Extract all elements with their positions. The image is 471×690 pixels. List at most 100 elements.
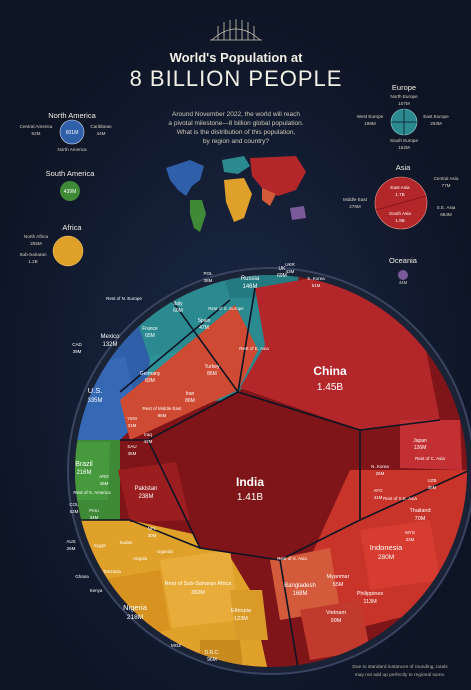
legend-asia: Asia East Asia 1.7B Central Asia 77M Mid…: [343, 163, 459, 230]
country-value-turkey: 86M: [207, 371, 217, 377]
country-name-col: COL: [69, 502, 79, 507]
legend-region-label: Asia: [396, 163, 411, 172]
country-name-yem: YEM: [127, 416, 137, 421]
country-value-sau: 36M: [128, 451, 137, 456]
legend-sub-label: North Europe: [390, 94, 418, 99]
country-name-us: U.S.: [88, 386, 103, 395]
country-value-nigeria: 218M: [127, 614, 143, 621]
country-value-myanmar: 55M: [333, 582, 344, 588]
rest-label-s-america: Rest of S. America: [73, 490, 111, 495]
rest-value-middle-east: 96M: [158, 413, 167, 418]
legend-sub-label: Middle East: [343, 197, 368, 202]
cell-borders: [75, 275, 467, 667]
country-value-china: 1.45B: [317, 382, 343, 393]
country-value-spain: 47M: [199, 325, 209, 331]
country-name-russia: Russia: [241, 276, 260, 282]
legend-sub-value: 152M: [398, 145, 410, 150]
legend-sub-label: Sub-Saharan: [19, 252, 47, 257]
country-value-india: 1.41B: [237, 492, 263, 503]
country-name-npl: NPL: [148, 526, 157, 531]
legend-sub-value: 1.7B: [395, 192, 404, 197]
legend-sub-value: 77M: [442, 183, 451, 188]
legend-sub-value: 1.2B: [28, 259, 37, 264]
country-value-bangladesh: 168M: [292, 591, 307, 597]
map-africa: [224, 178, 252, 222]
rest-label-n-europe: Rest of N. Europe: [106, 296, 142, 301]
map-south-america: [190, 200, 206, 232]
legend-sub-value: 293M: [430, 121, 442, 126]
country-value-uk: 69M: [277, 273, 287, 279]
intro-text: Around November 2022, the world will rea…: [168, 111, 303, 145]
country-name-ukr: UKR: [285, 262, 295, 267]
country-name-germany: Germany: [140, 371, 161, 377]
country-value-yem: 31M: [128, 423, 137, 428]
country-value-thailand: 70M: [415, 516, 426, 522]
cell-middle-east: [120, 305, 258, 440]
intro-line: Around November 2022, the world will rea…: [172, 111, 300, 118]
country-name-bangladesh: Bangladesh: [284, 583, 316, 589]
intro-line: a pivotal milestone—8 billion global pop…: [168, 120, 303, 127]
legend-sub-label: Caribbean: [90, 124, 112, 129]
legend-sub-value: 1.9B: [395, 218, 404, 223]
rest-label-s-asia: Rest of S. Asia: [277, 556, 307, 561]
country-value-vietnam: 99M: [331, 618, 342, 624]
legend-bubble-value: 601M: [66, 130, 79, 136]
rest-label-c-asia: Rest of C. Asia: [415, 456, 445, 461]
legend-sub-label: Central America: [20, 124, 53, 129]
country-name-ghana: Ghana: [75, 574, 89, 579]
legend-sub-value: 684M: [440, 212, 452, 217]
legend-africa: Africa North Africa 255M Sub-Saharan 1.2…: [19, 223, 84, 267]
country-name-mys: MYS: [405, 530, 415, 535]
footnote-line: Due to standard instances of rounding, t…: [352, 664, 448, 670]
rest-label-middle-east: Rest of Middle East: [142, 406, 182, 411]
cell-vietnam: [300, 600, 370, 660]
rest-labels: Rest of Sub-Saharan Africa 382M Rest of …: [73, 296, 445, 596]
country-value-peru: 34M: [90, 515, 99, 520]
country-value-uzb: 35M: [428, 485, 437, 490]
country-name-afg: AFG: [373, 488, 383, 493]
map-south-asia: [262, 188, 276, 206]
country-name-drc: D.R.C.: [205, 650, 220, 656]
country-name-turkey: Turkey: [204, 364, 220, 370]
legend-bubble: [52, 235, 84, 267]
legend-sub-value: 255M: [30, 241, 42, 246]
country-value-npl: 30M: [148, 533, 157, 538]
country-name-philippines: Philippines: [357, 591, 384, 597]
cell-ethiopia: [230, 590, 268, 640]
legend-north-america: North America 601M Central America 52M C…: [20, 111, 112, 152]
country-name-brazil: Brazil: [75, 461, 93, 468]
voronoi-treemap: [75, 275, 467, 667]
legend-region-label: Africa: [62, 223, 82, 232]
legend-sub-label: S.E. Asia: [437, 205, 456, 210]
legend-south-america: South America 439M: [46, 169, 95, 201]
globe-emblem-icon: [210, 19, 262, 41]
country-value-us: 335M: [87, 398, 102, 404]
map-asia: [250, 156, 306, 196]
title-line-1: World's Population at: [170, 50, 304, 65]
country-name-vietnam: Vietnam: [326, 610, 346, 616]
cell-drc: [200, 640, 244, 667]
country-value-s-korea: 51M: [312, 283, 321, 288]
country-value-italy: 60M: [173, 308, 183, 314]
country-name-s-korea: S. Korea: [307, 276, 325, 281]
country-name-spain: Spain: [198, 318, 211, 324]
rest-label-s-europe: Rest of S. Europe: [208, 306, 244, 311]
legend-sub-label: Central Asia: [434, 176, 459, 181]
map-north-america: [166, 160, 204, 196]
map-oceania: [290, 206, 306, 220]
legend-sub-label: East Europe: [423, 114, 449, 119]
country-name-nigeria: Nigeria: [123, 603, 148, 612]
country-value-indonesia: 280M: [378, 554, 394, 561]
country-value-ethiopia: 123M: [234, 616, 248, 622]
country-value-col: 52M: [70, 509, 79, 514]
country-name-kenya: Kenya: [90, 588, 103, 593]
country-value-iran: 86M: [185, 398, 195, 404]
cell-india: [148, 392, 360, 560]
country-name-iraq: Iraq: [144, 432, 152, 437]
country-name-cad: CAD: [72, 342, 82, 347]
country-name-france: France: [142, 326, 158, 332]
legend-sub-label: South Europe: [390, 138, 419, 143]
legend-bubble-value: 44M: [399, 280, 408, 285]
country-name-moz: MOZ: [171, 643, 181, 648]
rest-label-e-asia: Rest of E. Asia: [239, 346, 269, 351]
